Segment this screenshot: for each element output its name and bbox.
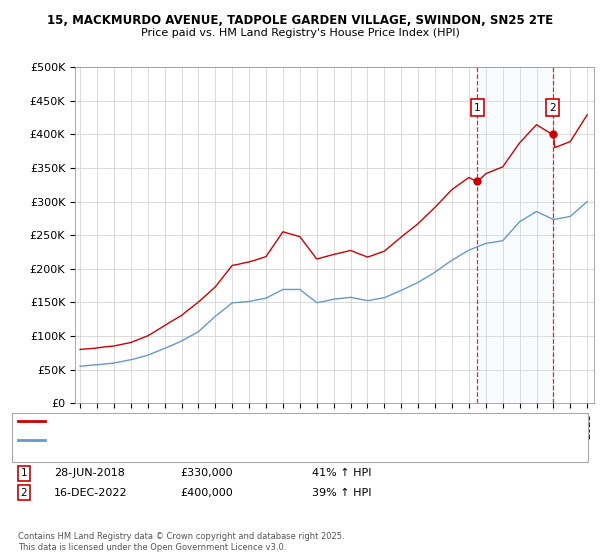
Text: 41% ↑ HPI: 41% ↑ HPI [312,468,371,478]
Text: Price paid vs. HM Land Registry's House Price Index (HPI): Price paid vs. HM Land Registry's House … [140,28,460,38]
Text: HPI: Average price, semi-detached house, Swindon: HPI: Average price, semi-detached house,… [49,435,298,445]
Text: 2: 2 [550,102,556,113]
Text: 15, MACKMURDO AVENUE, TADPOLE GARDEN VILLAGE, SWINDON, SN25 2TE (semi-detached h: 15, MACKMURDO AVENUE, TADPOLE GARDEN VIL… [49,416,514,426]
Text: 1: 1 [474,102,481,113]
Text: 1: 1 [20,468,28,478]
Text: 28-JUN-2018: 28-JUN-2018 [54,468,125,478]
Text: £400,000: £400,000 [180,488,233,498]
Bar [477,67,553,403]
Text: Contains HM Land Registry data © Crown copyright and database right 2025.
This d: Contains HM Land Registry data © Crown c… [18,532,344,552]
Text: 16-DEC-2022: 16-DEC-2022 [54,488,128,498]
Text: 2: 2 [20,488,28,498]
Text: 15, MACKMURDO AVENUE, TADPOLE GARDEN VILLAGE, SWINDON, SN25 2TE: 15, MACKMURDO AVENUE, TADPOLE GARDEN VIL… [47,14,553,27]
Text: £330,000: £330,000 [180,468,233,478]
Text: 39% ↑ HPI: 39% ↑ HPI [312,488,371,498]
